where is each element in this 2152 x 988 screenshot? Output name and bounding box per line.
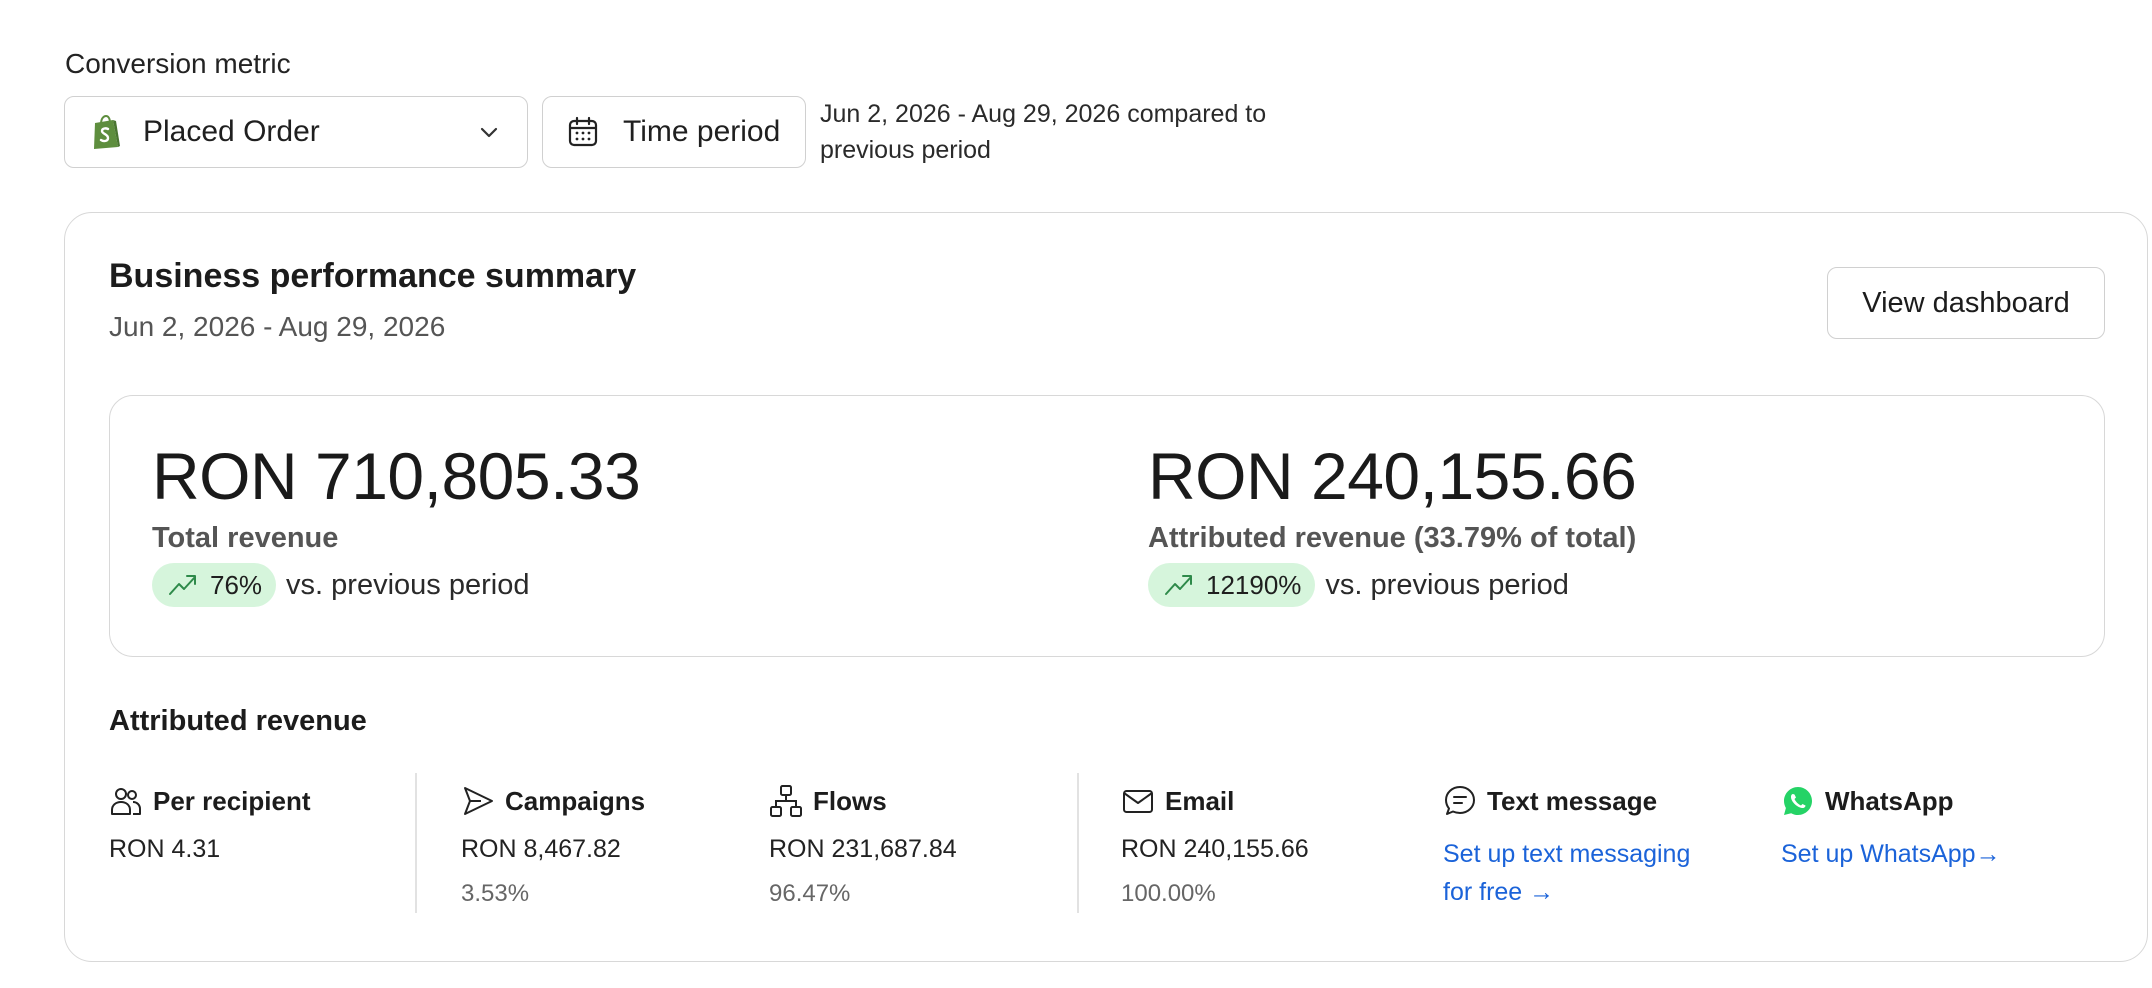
total-change-badge: 76% — [152, 563, 277, 607]
total-revenue-block: RON 710,805.33 Total revenue 76% vs. pre… — [152, 439, 641, 607]
business-performance-card: Business performance summary Jun 2, 2026… — [64, 212, 2148, 962]
attributed-revenue-block: RON 240,155.66 Attributed revenue (33.79… — [1148, 439, 1637, 607]
flows-percent: 96.47% — [769, 880, 851, 907]
selected-metric: Placed Order — [143, 115, 320, 148]
arrow-right-icon: → — [1975, 840, 2001, 868]
revenue-summary-box: RON 710,805.33 Total revenue 76% vs. pre… — [109, 395, 2105, 657]
text-message-stat: Text message Set up text messaging for f… — [1443, 783, 1690, 911]
total-revenue-amount: RON 710,805.33 — [152, 439, 641, 513]
shopify-icon — [94, 114, 120, 149]
attributed-change-value: 12190% — [1206, 569, 1302, 600]
per-recipient-label: Per recipient — [153, 785, 311, 816]
view-dashboard-button[interactable]: View dashboard — [1827, 267, 2105, 339]
flows-stat: Flows RON 231,687.84 96.47% — [769, 783, 957, 908]
campaigns-stat: Campaigns RON 8,467.82 3.53% — [461, 783, 645, 908]
flows-label: Flows — [813, 785, 887, 816]
setup-whatsapp-link[interactable]: Set up WhatsApp→ — [1781, 835, 2001, 873]
attributed-revenue-title: Attributed revenue — [109, 705, 367, 737]
attributed-revenue-amount: RON 240,155.66 — [1148, 439, 1637, 513]
flow-hierarchy-icon — [770, 785, 802, 817]
mail-icon — [1123, 790, 1153, 813]
total-change-value: 76% — [210, 569, 263, 600]
users-icon — [111, 788, 141, 815]
campaigns-value: RON 8,467.82 — [461, 835, 621, 863]
setup-text-link-line1: Set up text messaging — [1443, 840, 1691, 868]
setup-text-messaging-link[interactable]: Set up text messaging for free → — [1443, 835, 1690, 911]
chat-bubble-icon — [1445, 786, 1475, 815]
card-date-range: Jun 2, 2026 - Aug 29, 2026 — [109, 311, 446, 342]
per-recipient-stat: Per recipient RON 4.31 — [109, 783, 311, 864]
send-icon — [464, 787, 493, 815]
trend-up-icon — [169, 575, 196, 595]
per-recipient-value: RON 4.31 — [109, 835, 221, 863]
conversion-metric-select[interactable]: Placed Order — [64, 96, 528, 168]
whatsapp-icon — [1784, 787, 1812, 815]
attributed-revenue-label: Attributed revenue (33.79% of total) — [1148, 522, 1637, 554]
email-label: Email — [1165, 785, 1235, 816]
whatsapp-stat: WhatsApp Set up WhatsApp→ — [1781, 783, 2001, 873]
total-revenue-label: Total revenue — [152, 522, 339, 554]
whatsapp-label: WhatsApp — [1825, 785, 1954, 816]
campaigns-label: Campaigns — [505, 785, 646, 816]
calendar-icon — [568, 116, 598, 147]
setup-whatsapp-link-text: Set up WhatsApp — [1781, 840, 1976, 868]
email-stat: Email RON 240,155.66 100.00% — [1121, 783, 1309, 908]
flows-value: RON 231,687.84 — [769, 835, 957, 863]
conversion-metric-label: Conversion metric — [65, 48, 291, 79]
arrow-right-icon: → — [1529, 878, 1555, 906]
total-vs-text: vs. previous period — [286, 568, 530, 601]
campaigns-percent: 3.53% — [461, 880, 530, 907]
attributed-change-badge: 12190% — [1148, 563, 1316, 607]
text-message-label: Text message — [1487, 785, 1658, 816]
card-title: Business performance summary — [109, 257, 637, 295]
chevron-down-icon — [480, 127, 498, 138]
time-period-button[interactable]: Time period — [542, 96, 806, 168]
email-percent: 100.00% — [1121, 880, 1216, 907]
stat-divider — [1077, 773, 1079, 913]
trend-up-icon — [1165, 575, 1192, 595]
comparison-period-text: Jun 2, 2026 - Aug 29, 2026 compared to p… — [820, 100, 1267, 164]
stat-divider — [415, 773, 417, 913]
setup-text-link-line2: for free — [1443, 878, 1523, 906]
email-value: RON 240,155.66 — [1121, 835, 1309, 863]
time-period-label: Time period — [623, 115, 781, 148]
attributed-vs-text: vs. previous period — [1325, 568, 1569, 601]
